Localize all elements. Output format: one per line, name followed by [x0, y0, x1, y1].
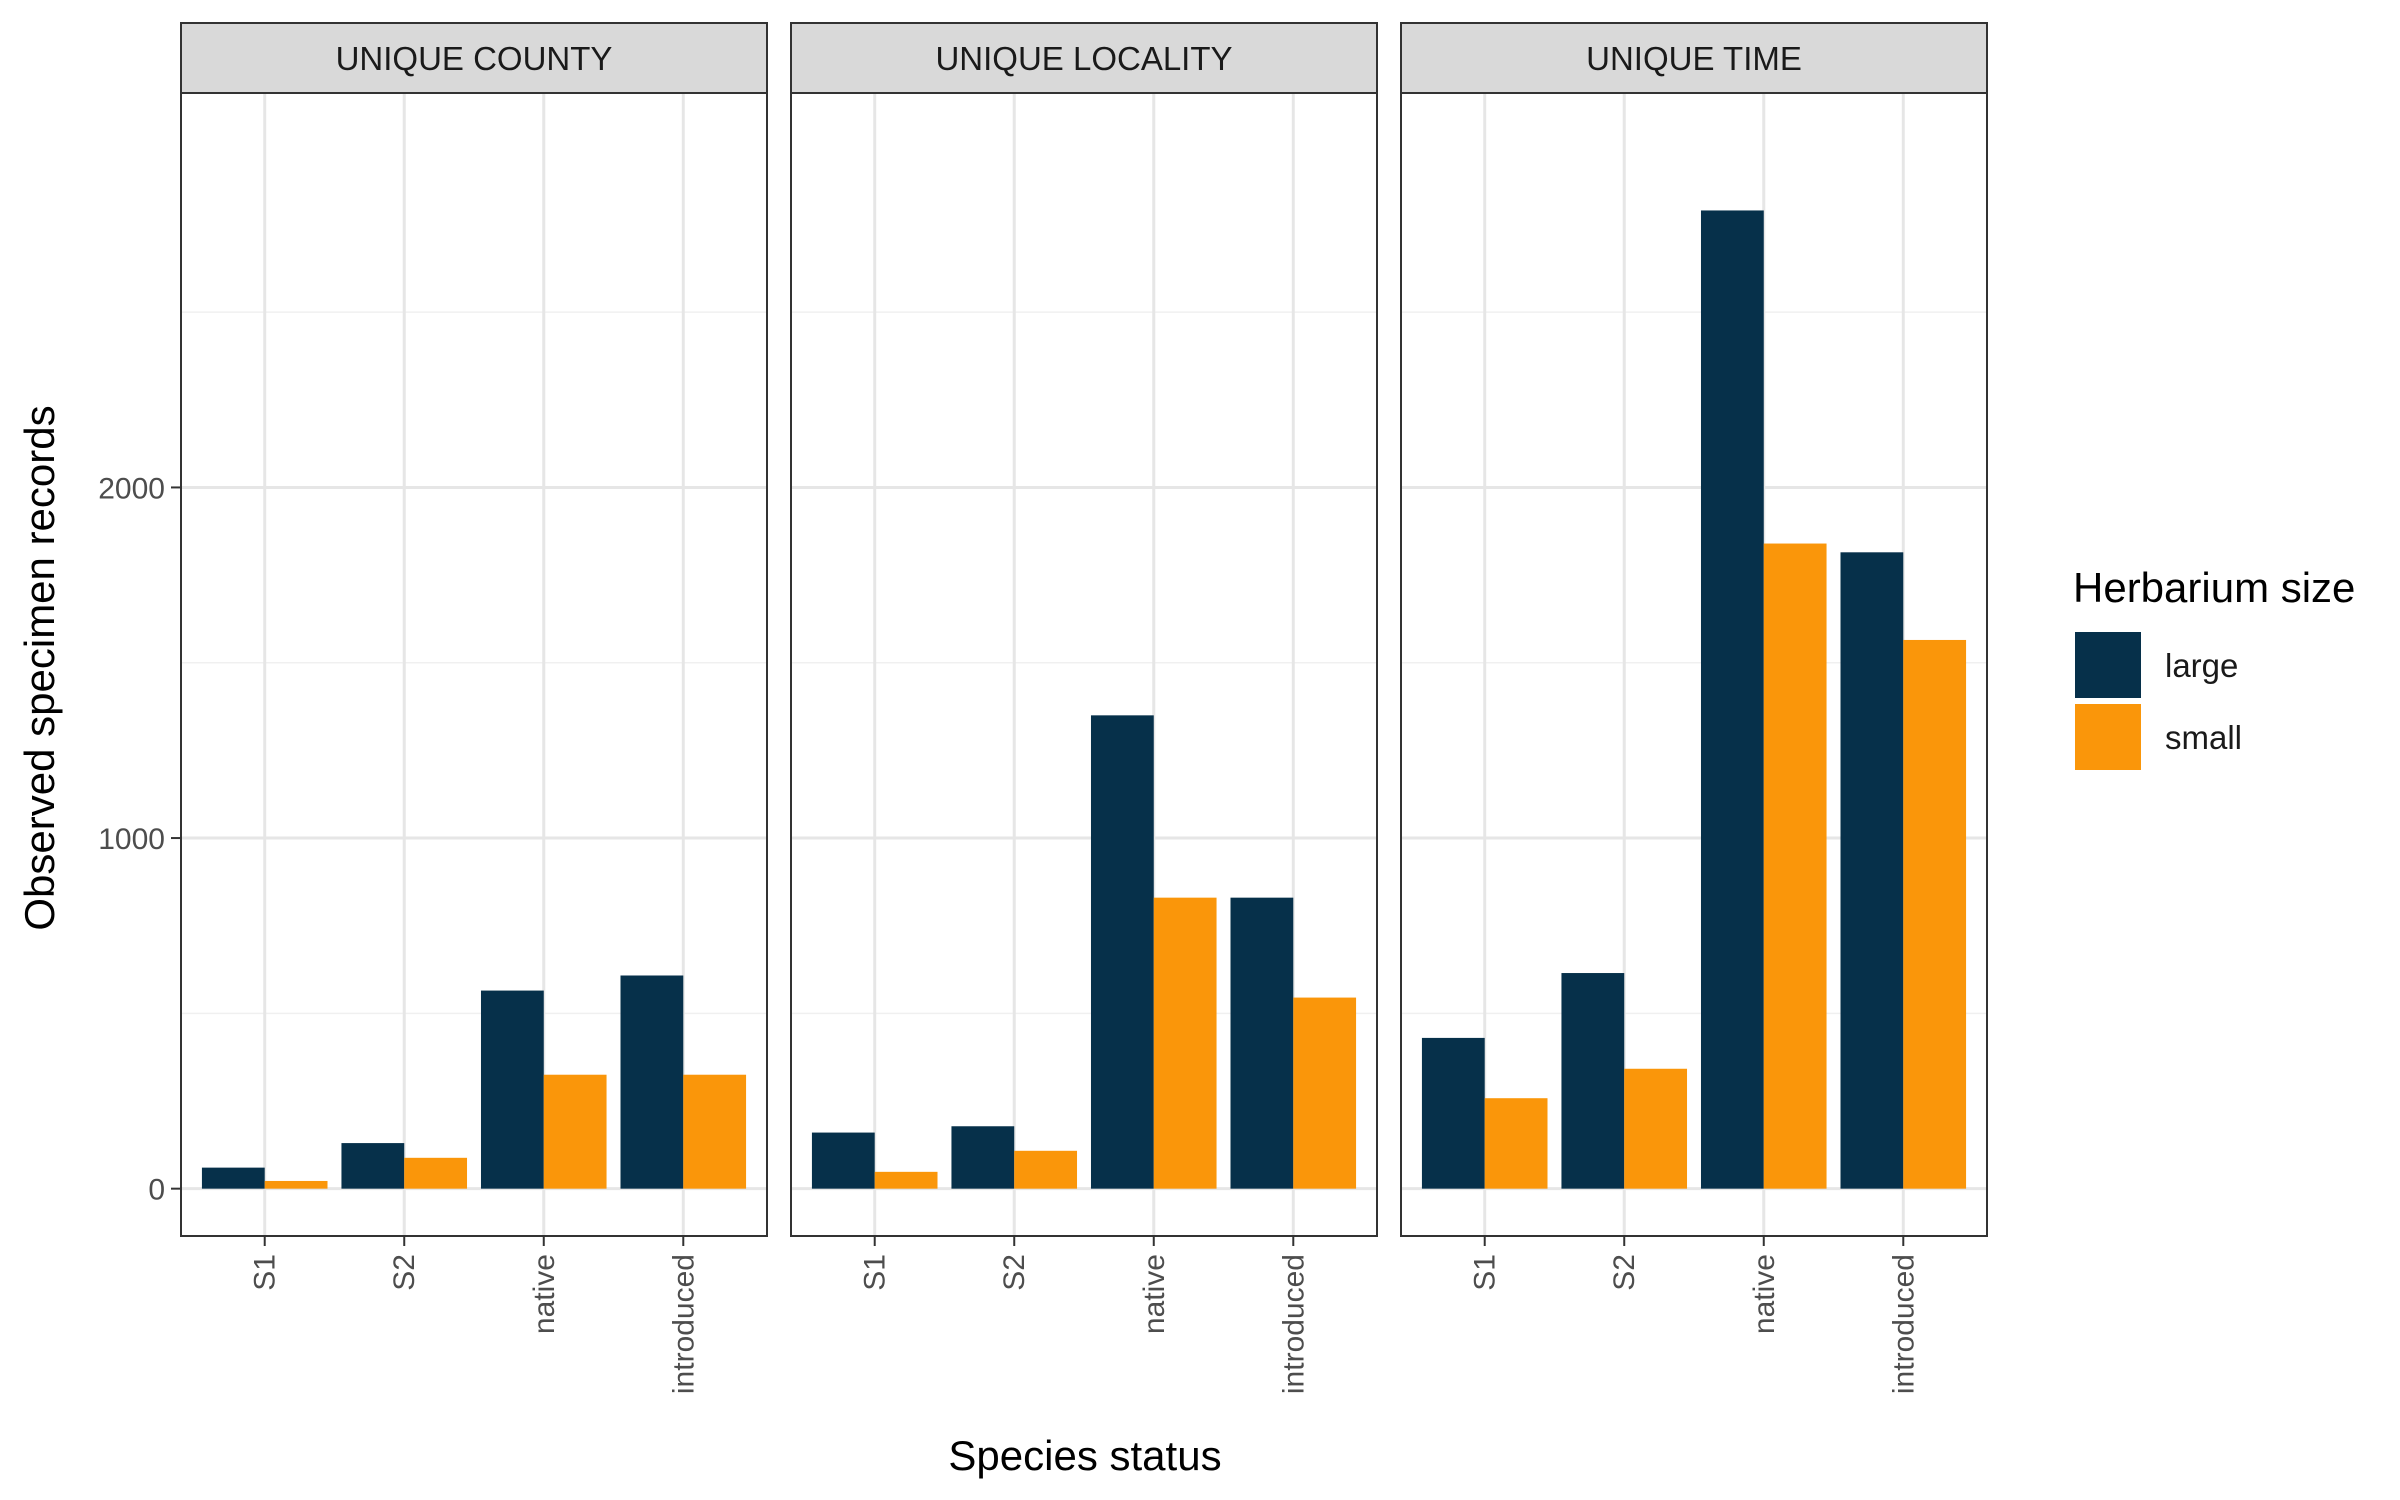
- y-tick-label: 0: [148, 1174, 165, 1207]
- y-axis: 0 1000 2000: [98, 472, 181, 1207]
- bar-large-native: [1700, 210, 1764, 1189]
- x-tick-label: native: [1138, 1254, 1171, 1334]
- y-axis-title: Observed specimen records: [16, 405, 63, 930]
- bar-small-native: [543, 1074, 607, 1189]
- x-tick-label: S1: [1469, 1254, 1502, 1291]
- x-tick-label: introduced: [1887, 1254, 1920, 1394]
- bar-large-native: [1090, 715, 1154, 1189]
- bar-large-introduced: [1230, 897, 1294, 1189]
- x-tick-label: introduced: [1277, 1254, 1310, 1394]
- facet-strip: [1400, 22, 1988, 94]
- bar-large-s2: [951, 1126, 1015, 1189]
- facet-strip-label: UNIQUE COUNTY: [336, 40, 613, 77]
- bar-small-native: [1763, 543, 1827, 1189]
- facet-panel: UNIQUE TIME S1 S2 native introduced: [1400, 22, 1988, 1394]
- bar-large-native: [480, 990, 544, 1189]
- legend: Herbarium size large small: [2073, 564, 2355, 770]
- x-tick-label: introduced: [667, 1254, 700, 1394]
- bar-small-s1: [264, 1180, 328, 1189]
- facet-panel: UNIQUE COUNTY S1 S2 native introduced: [180, 22, 768, 1394]
- bar-small-s2: [1014, 1150, 1078, 1189]
- x-tick-label: S1: [859, 1254, 892, 1291]
- facet-strip: [180, 22, 768, 94]
- bar-large-s2: [341, 1143, 405, 1189]
- bar-small-s2: [404, 1157, 468, 1189]
- facet-strip-label: UNIQUE LOCALITY: [935, 40, 1232, 77]
- legend-label-large: large: [2165, 647, 2238, 684]
- legend-key-large: [2075, 632, 2141, 698]
- facet-strip: [790, 22, 1378, 94]
- bar-small-s2: [1624, 1068, 1688, 1189]
- bar-large-s1: [811, 1132, 875, 1189]
- bar-large-s1: [1421, 1037, 1485, 1189]
- bar-small-s1: [1484, 1098, 1548, 1189]
- x-tick-label: S2: [388, 1254, 421, 1291]
- bar-small-introduced: [683, 1074, 747, 1189]
- legend-key-small: [2075, 704, 2141, 770]
- bar-large-s2: [1561, 973, 1625, 1189]
- bar-small-introduced: [1293, 997, 1357, 1189]
- bar-small-s1: [874, 1171, 938, 1189]
- facet-panel: UNIQUE LOCALITY S1 S2 native introduced: [790, 22, 1378, 1394]
- facet-strip-label: UNIQUE TIME: [1586, 40, 1802, 77]
- y-tick-label: 2000: [98, 472, 165, 505]
- x-tick-label: S1: [249, 1254, 282, 1291]
- x-tick-label: native: [528, 1254, 561, 1334]
- legend-title: Herbarium size: [2073, 564, 2355, 611]
- bar-small-native: [1153, 897, 1217, 1189]
- bar-large-s1: [201, 1167, 265, 1189]
- x-axis-title: Species status: [948, 1432, 1221, 1479]
- x-tick-label: S2: [1608, 1254, 1641, 1291]
- bar-large-introduced: [1840, 552, 1904, 1189]
- x-tick-label: S2: [998, 1254, 1031, 1291]
- bar-large-introduced: [620, 975, 684, 1189]
- x-tick-label: native: [1748, 1254, 1781, 1334]
- legend-label-small: small: [2165, 719, 2242, 756]
- bar-small-introduced: [1903, 639, 1967, 1189]
- y-tick-label: 1000: [98, 823, 165, 856]
